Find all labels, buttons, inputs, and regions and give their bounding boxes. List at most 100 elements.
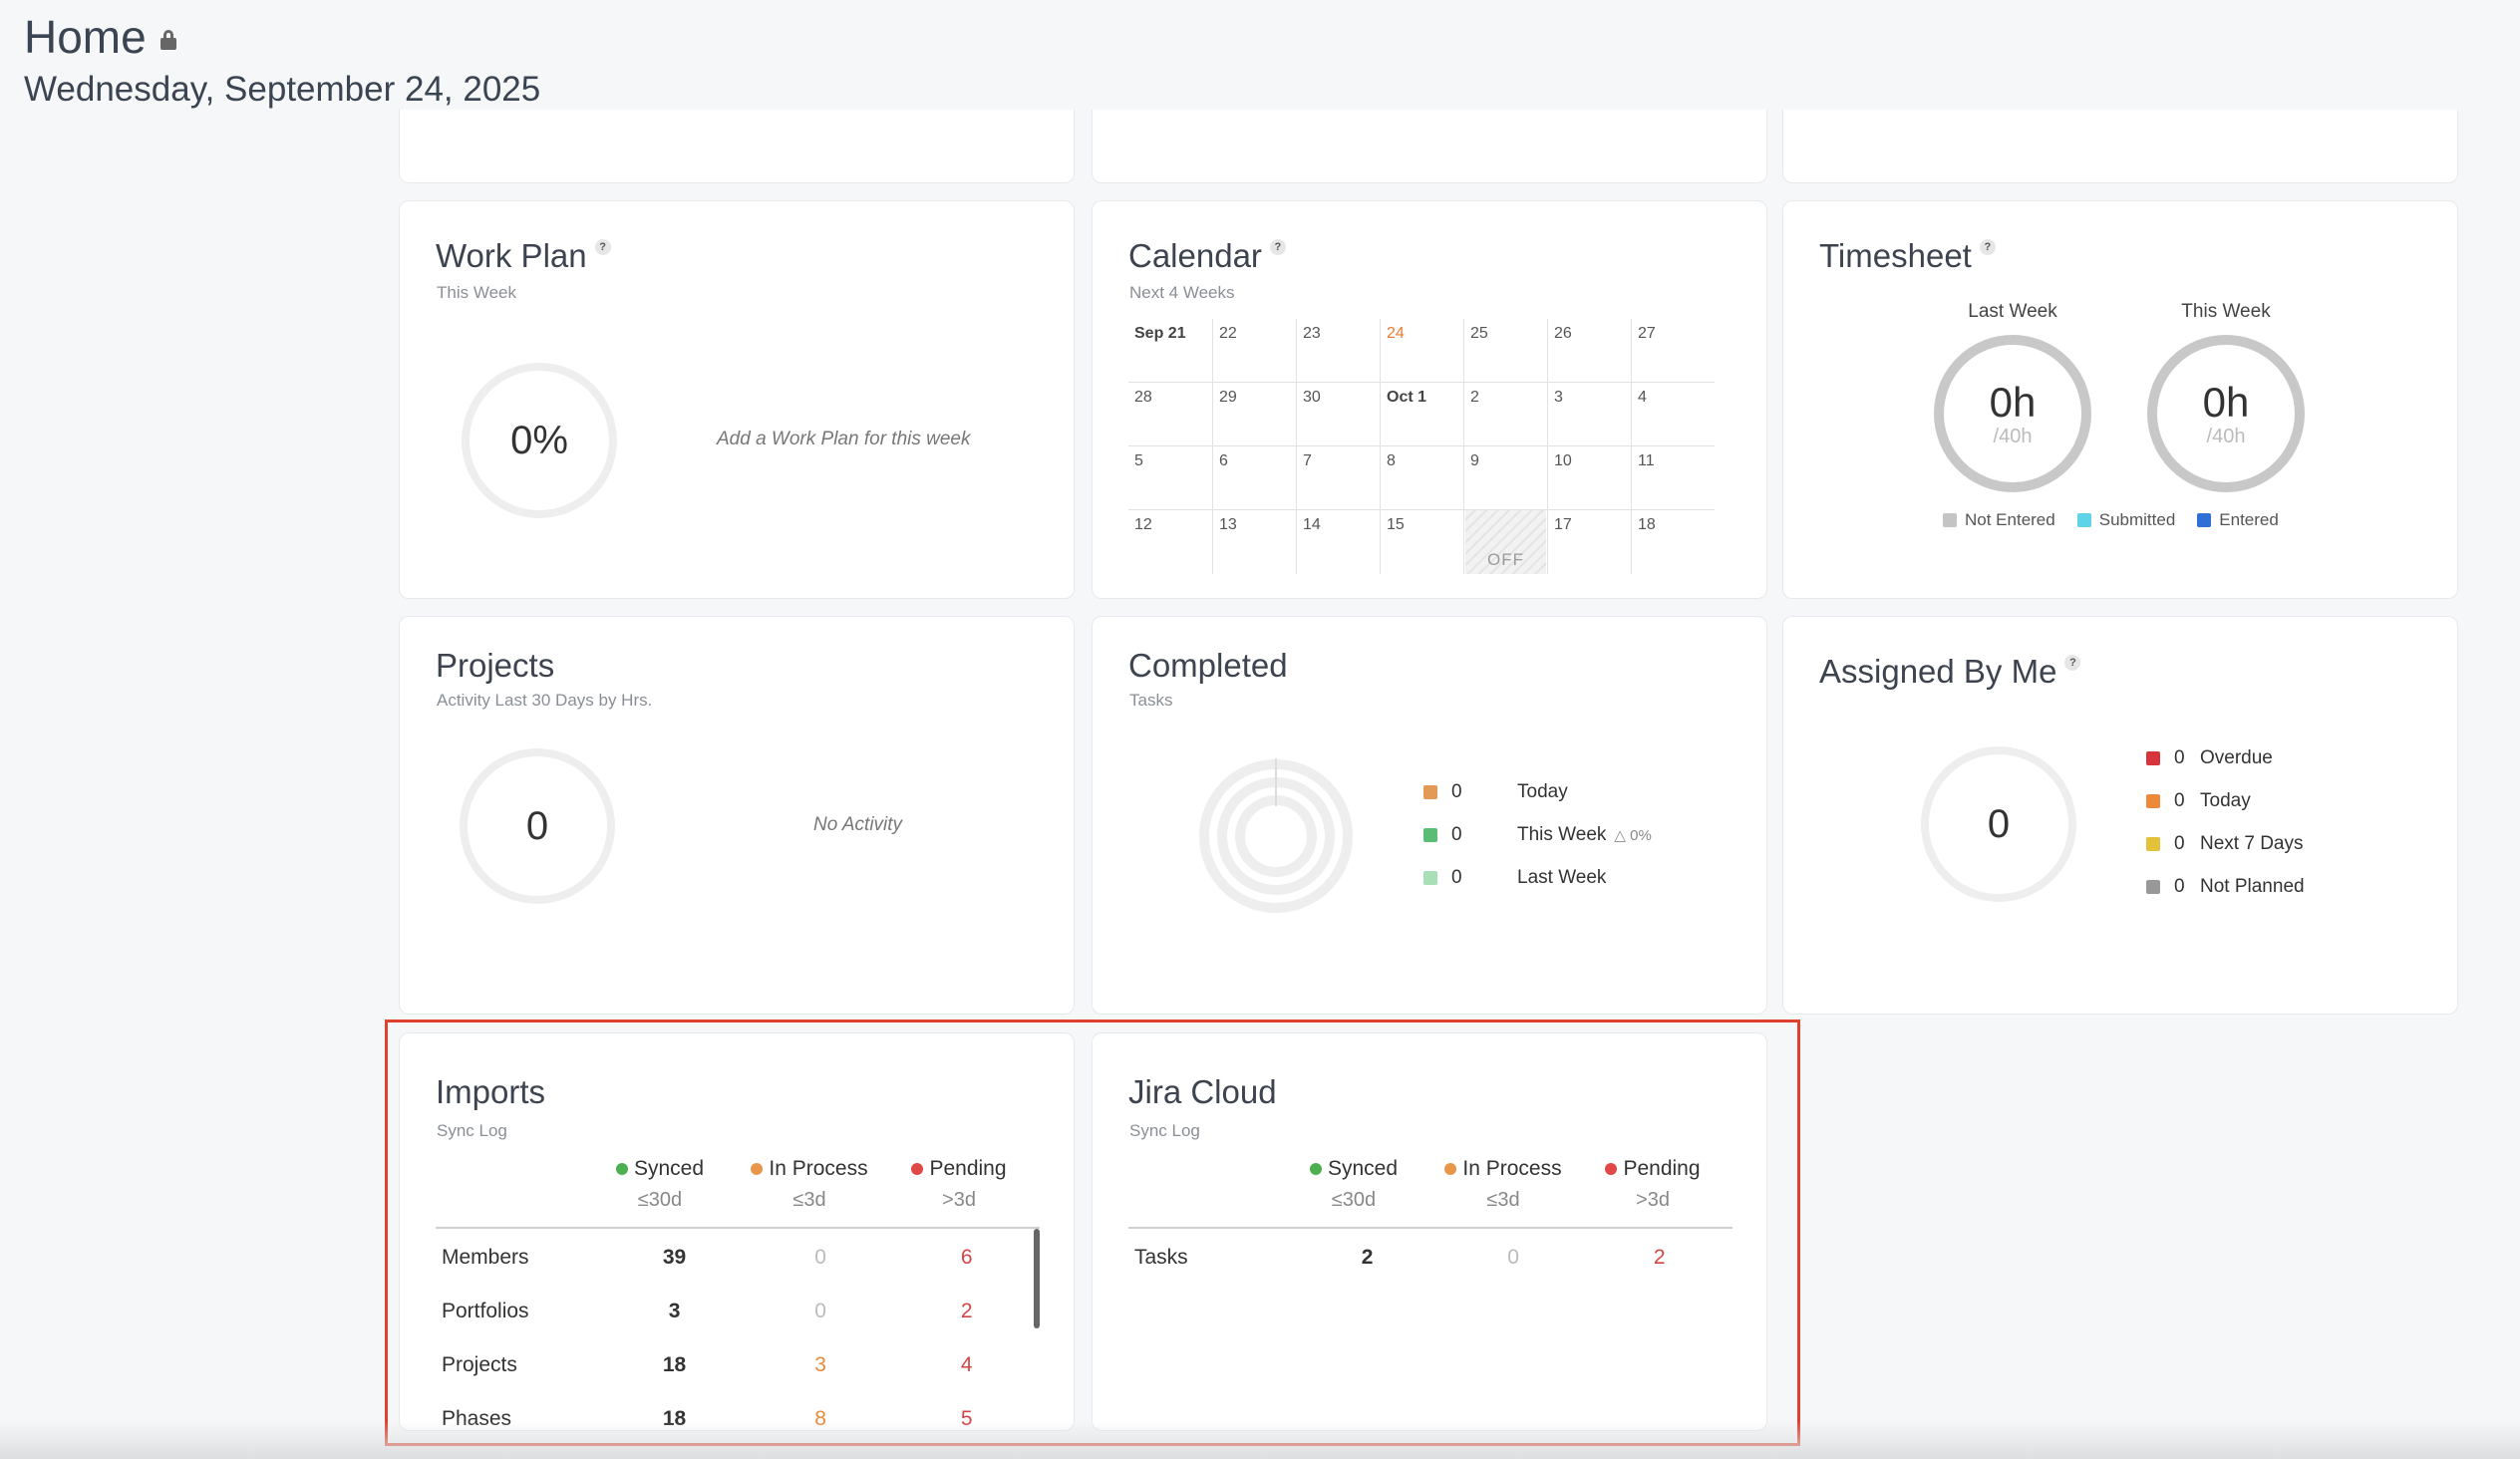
calendar-day[interactable]: Sep 21 <box>1134 325 1186 342</box>
change-indicator: △ 0% <box>1614 826 1652 844</box>
imports-subtitle: Sync Log <box>437 1121 507 1140</box>
projects-subtitle: Activity Last 30 Days by Hrs. <box>437 691 653 710</box>
help-icon[interactable]: ? <box>1269 239 1286 255</box>
calendar-card: Calendar ? Next 4 Weeks Sep 21 22 23 24 … <box>1092 200 1767 599</box>
lock-icon <box>159 30 176 50</box>
calendar-day[interactable]: 13 <box>1212 510 1296 574</box>
page-title: Home <box>24 11 147 63</box>
calendar-day-off[interactable]: 16 OFF <box>1463 510 1547 574</box>
assigned-card: Assigned By Me ? 0 0 Overdue 0 Today 0 Next… <box>1782 616 2458 1015</box>
completed-last-week-row[interactable]: 0 Last Week <box>1423 856 1652 899</box>
calendar-day[interactable]: 27 <box>1631 319 1715 382</box>
timesheet-this-week-ring: 0h /40h <box>2147 335 2305 492</box>
calendar-day[interactable]: 23 <box>1296 319 1380 382</box>
completed-card: Completed Tasks 0 Today 0 This Week △ 0% 0… <box>1092 616 1767 1015</box>
page-header: Home Wednesday, September 24, 2025 <box>24 8 540 110</box>
completed-title: Completed <box>1128 647 1288 684</box>
table-row[interactable]: Portfolios 3 0 2 <box>442 1300 973 1322</box>
work-plan-subtitle: This Week <box>437 283 516 302</box>
assigned-ring: 0 <box>1921 746 2076 902</box>
column-synced: Synced ≤30d <box>1279 1157 1428 1212</box>
calendar-day[interactable]: 18 <box>1631 510 1715 574</box>
timesheet-this-week[interactable]: This Week 0h /40h <box>2146 301 2306 492</box>
calendar-day[interactable]: 12 <box>1134 516 1152 533</box>
help-icon[interactable]: ? <box>1979 239 1996 255</box>
table-row[interactable]: Projects 18 3 4 <box>442 1353 973 1376</box>
timesheet-last-week-target: /40h <box>1993 425 2033 447</box>
completed-today-row[interactable]: 0 Today <box>1423 770 1652 813</box>
help-icon[interactable]: ? <box>2064 655 2081 671</box>
calendar-day[interactable]: 22 <box>1212 319 1296 382</box>
projects-empty: No Activity <box>813 814 903 835</box>
assigned-not-planned-row[interactable]: 0 Not Planned <box>2146 865 2305 908</box>
jira-header-divider <box>1128 1227 1732 1229</box>
assigned-overdue-row[interactable]: 0 Overdue <box>2146 736 2305 779</box>
calendar-day[interactable]: 15 <box>1380 510 1463 574</box>
off-label: OFF <box>1487 550 1524 569</box>
calendar-day[interactable]: 11 <box>1631 446 1715 509</box>
calendar-day[interactable]: 26 <box>1547 319 1631 382</box>
calendar-day[interactable]: 7 <box>1296 446 1380 509</box>
calendar-day[interactable]: 8 <box>1380 446 1463 509</box>
calendar-day[interactable]: 2 <box>1463 383 1547 445</box>
jira-table-body[interactable]: Tasks 2 0 2 <box>1128 1231 1732 1350</box>
calendar-week: 28 29 30 Oct 1 2 3 4 <box>1128 383 1715 446</box>
jira-column-headers: Synced ≤30d In Process ≤3d Pending >3d <box>1279 1157 1728 1212</box>
work-plan-title: Work Plan ? <box>436 237 611 275</box>
calendar-day-today[interactable]: 24 <box>1380 319 1463 382</box>
timesheet-this-week-hours: 0h <box>2202 378 2250 426</box>
imports-title: Imports <box>436 1073 546 1110</box>
completed-this-week-row[interactable]: 0 This Week △ 0% <box>1423 813 1652 856</box>
table-row[interactable]: Members 39 0 6 <box>442 1246 973 1269</box>
timesheet-legend: Not Entered Submitted Entered <box>1943 510 2279 530</box>
timesheet-last-week-ring: 0h /40h <box>1934 335 2091 492</box>
jira-title: Jira Cloud <box>1128 1073 1277 1110</box>
legend-item: Entered <box>2197 510 2279 530</box>
calendar-day[interactable]: 5 <box>1134 452 1143 469</box>
completed-rings-chart <box>1199 758 1353 913</box>
work-plan-ring: 0% <box>462 363 617 518</box>
help-icon[interactable]: ? <box>594 239 611 255</box>
table-row[interactable]: Tasks 2 0 2 <box>1134 1246 1666 1269</box>
completed-subtitle: Tasks <box>1129 691 1173 710</box>
calendar-day[interactable]: 14 <box>1296 510 1380 574</box>
jira-subtitle: Sync Log <box>1129 1121 1200 1140</box>
timesheet-this-week-target: /40h <box>2206 425 2246 447</box>
assigned-title: Assigned By Me ? <box>1819 653 2081 691</box>
calendar-day[interactable]: 4 <box>1631 383 1715 445</box>
column-pending: Pending >3d <box>884 1157 1034 1212</box>
column-synced: Synced ≤30d <box>585 1157 735 1212</box>
assigned-stats: 0 Overdue 0 Today 0 Next 7 Days 0 Not Planne… <box>2146 736 2305 908</box>
projects-title: Projects <box>436 647 555 684</box>
imports-table-body[interactable]: Members 39 0 6 Portfolios 3 0 2 Projects 18 3 4 P… <box>436 1231 1040 1430</box>
add-work-plan-link[interactable]: Add a Work Plan for this week <box>717 429 971 449</box>
imports-header-divider <box>436 1227 1040 1229</box>
calendar-day[interactable]: 10 <box>1547 446 1631 509</box>
calendar-day[interactable]: 9 <box>1463 446 1547 509</box>
imports-scrollbar[interactable] <box>1034 1229 1040 1328</box>
calendar-day[interactable]: 6 <box>1212 446 1296 509</box>
completed-stats: 0 Today 0 This Week △ 0% 0 Last Week <box>1423 770 1652 899</box>
legend-item: Submitted <box>2076 510 2175 530</box>
calendar-grid: Sep 21 22 23 24 25 26 27 28 29 30 Oct 1 … <box>1128 319 1715 574</box>
off-day-hatch <box>1465 510 1546 574</box>
calendar-day[interactable]: 30 <box>1296 383 1380 445</box>
calendar-day[interactable]: 3 <box>1547 383 1631 445</box>
projects-card: Projects Activity Last 30 Days by Hrs. 0… <box>399 616 1075 1015</box>
calendar-day[interactable]: 29 <box>1212 383 1296 445</box>
calendar-day[interactable]: 17 <box>1547 510 1631 574</box>
legend-item: Not Entered <box>1943 510 2055 530</box>
calendar-title: Calendar ? <box>1128 237 1286 275</box>
partial-card-right <box>1782 110 2458 183</box>
assigned-next-7-days-row[interactable]: 0 Next 7 Days <box>2146 822 2305 865</box>
calendar-week: 12 13 14 15 16 OFF 17 18 <box>1128 510 1715 574</box>
timesheet-last-week-hours: 0h <box>1989 378 2037 426</box>
calendar-day[interactable]: Oct 1 <box>1380 383 1463 445</box>
timesheet-last-week[interactable]: Last Week 0h /40h <box>1933 301 2092 492</box>
assigned-today-row[interactable]: 0 Today <box>2146 779 2305 822</box>
calendar-day[interactable]: 25 <box>1463 319 1547 382</box>
projects-ring: 0 <box>460 748 615 904</box>
calendar-day[interactable]: 28 <box>1134 389 1152 406</box>
work-plan-percent: 0% <box>510 418 568 462</box>
timesheet-card: Timesheet ? Last Week 0h /40h This Week … <box>1782 200 2458 599</box>
